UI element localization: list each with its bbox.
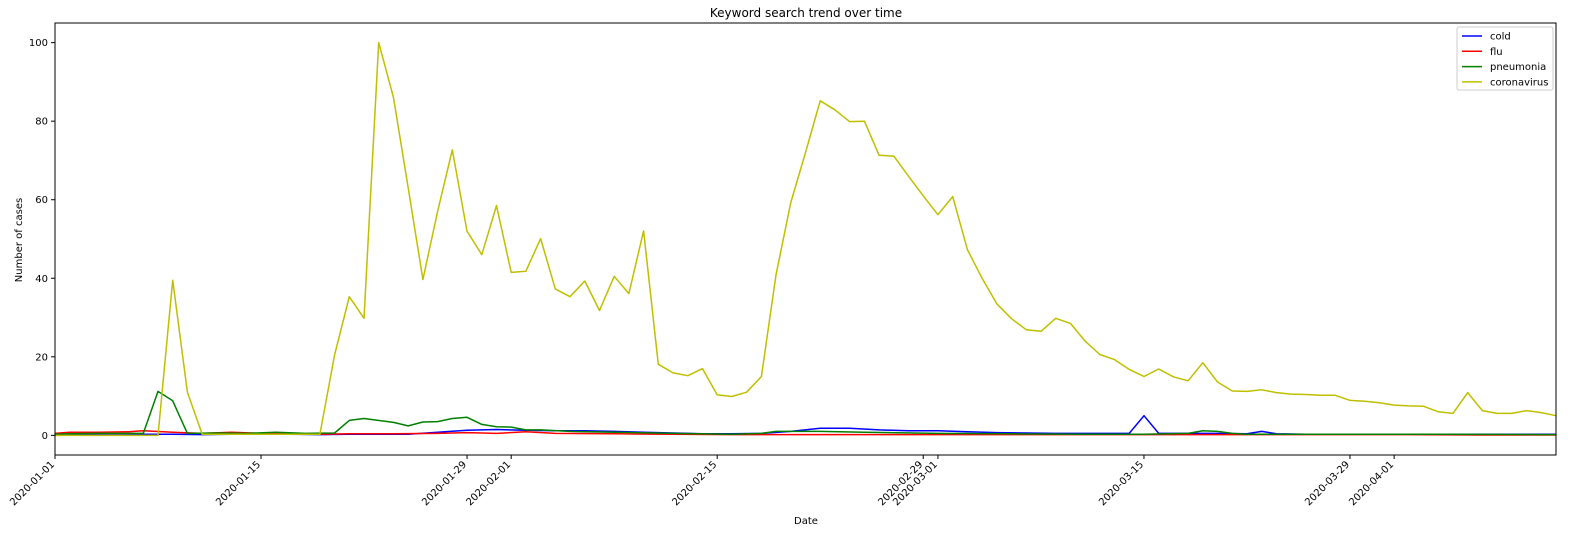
x-tick-label: 2020-01-15	[214, 459, 263, 508]
x-tick-label: 2020-04-01	[1347, 459, 1396, 508]
y-tick-label: 60	[35, 195, 48, 206]
y-tick-label: 100	[29, 38, 48, 49]
y-tick-label: 20	[35, 352, 48, 363]
legend: cold flu pneumonia coronavirus	[1456, 26, 1554, 91]
chart-title: Keyword search trend over time	[710, 6, 902, 20]
x-tick-label: 2020-03-29	[1303, 459, 1352, 508]
plot-lines	[54, 41, 1557, 437]
x-tick-label: 2020-01-29	[420, 459, 469, 508]
x-tick-label: 2020-02-01	[464, 459, 513, 508]
x-axis: 2020-01-01 2020-01-15 2020-01-292020-02-01…	[8, 455, 1396, 508]
x-tick-label: 2020-01-01	[8, 459, 57, 508]
legend-label-flu: flu	[1490, 47, 1503, 58]
legend-label-coronavirus: coronavirus	[1490, 77, 1548, 88]
series-line-coronavirus	[55, 41, 1557, 437]
y-tick-label: 40	[35, 274, 48, 285]
y-axis-label: Number of cases	[14, 198, 25, 282]
legend-label-pneumonia: pneumonia	[1490, 62, 1546, 73]
y-tick-label: 80	[35, 117, 48, 128]
legend-label-cold: cold	[1490, 32, 1511, 43]
x-axis-label: Date	[794, 516, 818, 527]
y-axis: 0 20 40 60 80 100	[29, 38, 55, 442]
x-tick-label: 2020-03-15	[1097, 459, 1146, 508]
y-tick-label: 0	[42, 431, 48, 442]
series-line-pneumonia	[54, 390, 1557, 436]
series-line-flu	[54, 429, 1556, 436]
plot-frame	[54, 22, 1557, 456]
legend-box	[1456, 26, 1554, 91]
x-tick-label: 2020-02-15	[670, 459, 719, 508]
